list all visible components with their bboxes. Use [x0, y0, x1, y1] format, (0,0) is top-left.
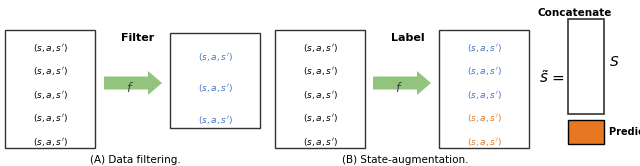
Text: Concatenate: Concatenate	[538, 8, 612, 18]
Text: $(s, a, s')$: $(s, a, s')$	[467, 65, 501, 77]
FancyArrow shape	[373, 71, 431, 95]
Text: (B) State-augmentation.: (B) State-augmentation.	[342, 155, 468, 165]
Text: $(s, a, s')$: $(s, a, s')$	[33, 65, 67, 77]
Text: $(s, a, s')$: $(s, a, s')$	[303, 89, 337, 101]
Text: $(s, a, s')$: $(s, a, s')$	[198, 114, 232, 126]
Bar	[439, 30, 529, 148]
Text: $(s, a, s')$: $(s, a, s')$	[303, 113, 337, 124]
Text: $(s, a, s')$: $(s, a, s')$	[198, 82, 232, 94]
Text: $\tilde{s}$: $\tilde{s}$	[539, 70, 549, 86]
Text: $(s, a, s')$: $(s, a, s')$	[303, 42, 337, 54]
Text: $(s, a, s')$: $(s, a, s')$	[198, 51, 232, 63]
FancyArrow shape	[104, 71, 162, 95]
Text: $(s, a, s')$: $(s, a, s')$	[303, 136, 337, 148]
Text: $(s, a, s')$: $(s, a, s')$	[33, 42, 67, 54]
Bar	[275, 30, 365, 148]
Text: $(s, a, s')$: $(s, a, s')$	[303, 65, 337, 77]
Text: $f$: $f$	[395, 81, 403, 95]
Text: (A) Data filtering.: (A) Data filtering.	[90, 155, 180, 165]
Text: $(s, a, s')$: $(s, a, s')$	[467, 113, 501, 124]
Bar	[170, 33, 260, 128]
Text: $(s, a, s')$: $(s, a, s')$	[467, 89, 501, 101]
Text: $(s, a, s')$: $(s, a, s')$	[33, 136, 67, 148]
Bar	[568, 120, 604, 144]
Text: Label: Label	[391, 33, 425, 43]
Text: $(s, a, s')$: $(s, a, s')$	[33, 113, 67, 124]
Text: $(s, a, s')$: $(s, a, s')$	[467, 42, 501, 54]
Text: $(s, a, s')$: $(s, a, s')$	[33, 89, 67, 101]
Text: $S$: $S$	[609, 55, 620, 69]
Text: Filter: Filter	[122, 33, 155, 43]
Text: $(s, a, s')$: $(s, a, s')$	[467, 136, 501, 148]
Bar	[568, 19, 604, 114]
Text: $f$: $f$	[126, 81, 134, 95]
Text: =: =	[552, 71, 564, 85]
Bar	[5, 30, 95, 148]
Text: Predicted label: Predicted label	[609, 127, 640, 137]
